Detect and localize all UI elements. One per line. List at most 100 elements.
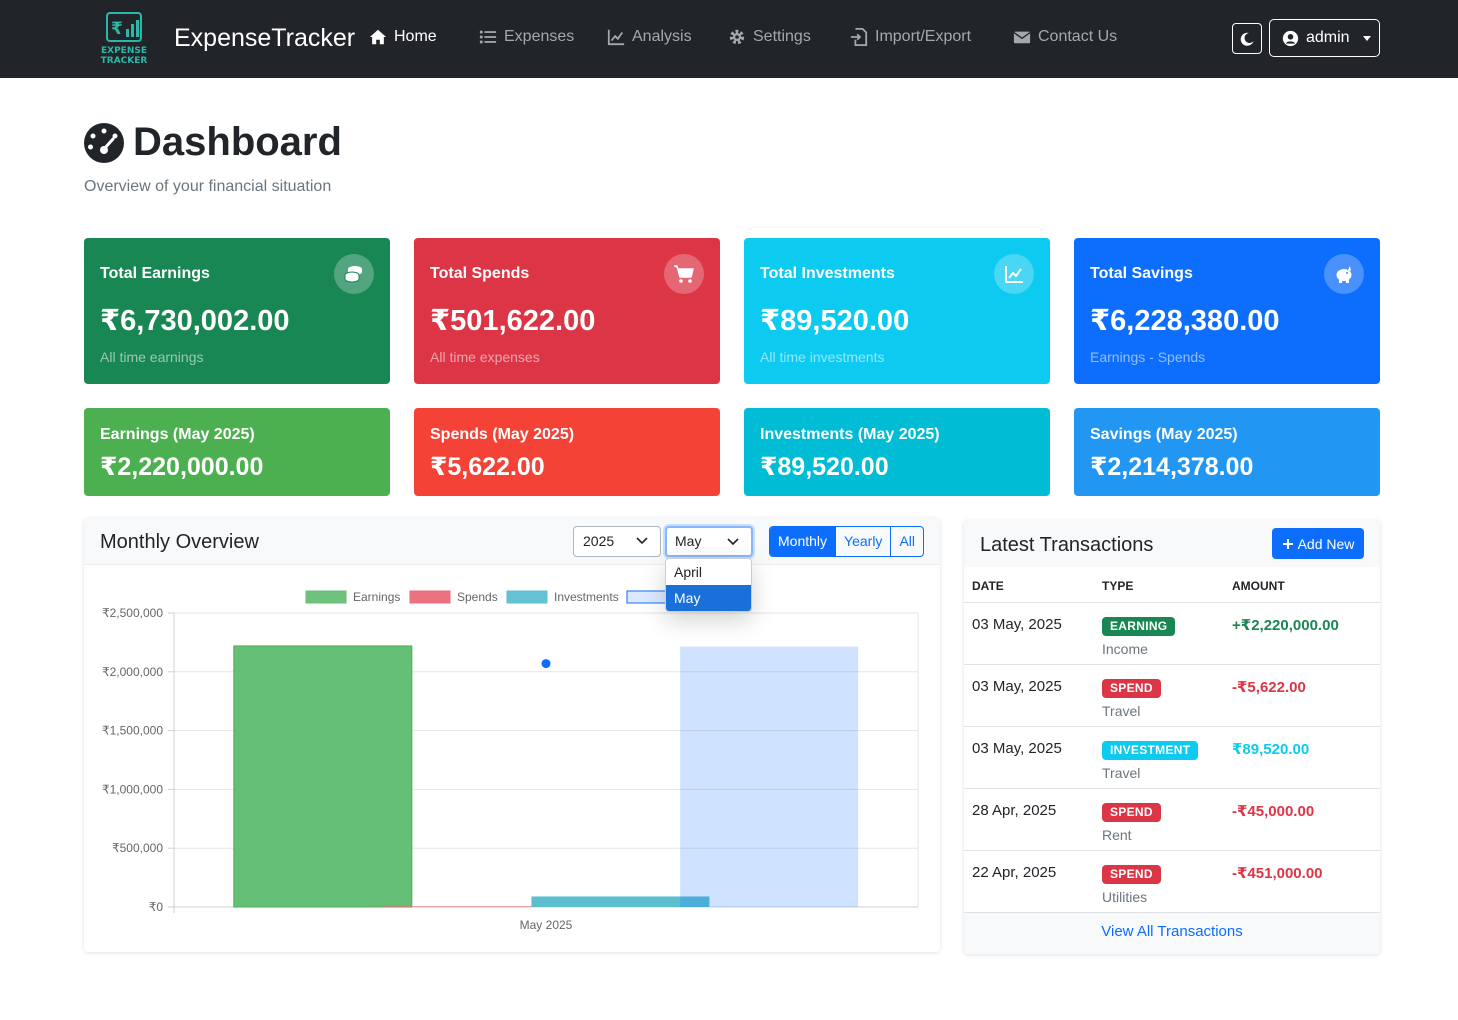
transaction-date: 03 May, 2025 [972,616,1062,633]
column-header: TYPE [1102,579,1134,593]
card-title: Total Spends [430,265,530,282]
table-row[interactable]: 03 May, 2025 SPEND Travel -₹5,622.00 [964,665,1380,727]
theme-toggle-button[interactable] [1232,23,1262,54]
nav-analysis-label: Analysis [632,28,692,45]
user-menu-button[interactable]: admin [1269,19,1380,57]
month-dropdown-list: April May [665,558,752,612]
transaction-amount: ₹89,520.00 [1232,741,1310,758]
nav-expenses[interactable]: Expenses [479,28,574,46]
chevron-down-icon [636,537,648,545]
transaction-date: 28 Apr, 2025 [972,802,1057,819]
total-earnings-card: Total Earnings ₹6,730,002.00 All time ea… [84,238,390,384]
piggy-bank-icon [1324,254,1364,294]
bar-investments [531,896,710,907]
user-circle-icon [1282,30,1299,46]
month-select-value: May [675,533,702,549]
coins-icon [334,254,374,294]
nav-settings-label: Settings [753,28,811,45]
total-savings-card: Total Savings ₹6,228,380.00 Earnings - S… [1074,238,1380,384]
transaction-type-badge: INVESTMENT [1102,741,1199,760]
card-value: ₹501,622.00 [430,305,596,337]
legend-swatch [305,590,347,604]
table-header: DATE TYPE AMOUNT [964,567,1380,603]
card-value: ₹89,520.00 [760,453,889,481]
transaction-category: Income [1102,641,1148,657]
y-tick-label: ₹1,000,000 [102,782,163,796]
latest-transactions-panel: Latest Transactions Add New DATE TYPE AM… [964,520,1380,954]
nav-home[interactable]: Home [369,28,437,46]
nav-import-export-label: Import/Export [875,28,972,45]
gauge-icon [84,123,124,163]
card-title: Savings (May 2025) [1090,426,1238,443]
monthly-savings-card: Savings (May 2025) ₹2,214,378.00 [1074,408,1380,496]
table-row[interactable]: 28 Apr, 2025 SPEND Rent -₹45,000.00 [964,789,1380,851]
nav-home-label: Home [394,28,437,45]
card-title: Total Savings [1090,265,1193,282]
transaction-amount: -₹451,000.00 [1232,865,1323,882]
monthly-earnings-card: Earnings (May 2025) ₹2,220,000.00 [84,408,390,496]
nav-analysis[interactable]: Analysis [607,28,692,46]
month-option-may[interactable]: May [666,585,751,611]
table-row[interactable]: 03 May, 2025 EARNING Income +₹2,220,000.00 [964,603,1380,665]
card-subtitle: Earnings - Spends [1090,349,1206,365]
card-subtitle: All time investments [760,349,885,365]
panel-title: Latest Transactions [980,534,1154,556]
svg-text:₹: ₹ [111,19,123,39]
home-icon [369,29,387,45]
monthly-spends-card: Spends (May 2025) ₹5,622.00 [414,408,720,496]
nav-contact[interactable]: Contact Us [1013,28,1117,46]
toggle-yearly[interactable]: Yearly [835,527,890,556]
month-option-april[interactable]: April [674,564,703,580]
card-value: ₹6,730,002.00 [100,305,290,337]
year-select-value: 2025 [583,533,615,549]
legend-swatch [626,590,668,604]
savings-point [541,659,551,669]
chevron-down-icon [727,538,739,546]
brand-name[interactable]: ExpenseTracker [174,24,356,52]
svg-text:EXPENSE: EXPENSE [101,46,147,56]
card-value: ₹5,622.00 [430,453,545,481]
file-import-icon [850,28,868,46]
transaction-date: 22 Apr, 2025 [972,864,1057,881]
nav-contact-label: Contact Us [1038,28,1118,45]
year-select[interactable]: 2025 [573,526,661,557]
toggle-monthly[interactable]: Monthly [770,527,836,556]
page-title: Dashboard [133,120,342,164]
svg-text:TRACKER: TRACKER [101,56,148,66]
transaction-date: 03 May, 2025 [972,678,1062,695]
nav-settings[interactable]: Settings [728,28,811,46]
card-subtitle: All time earnings [100,349,204,365]
y-tick-label: ₹1,500,000 [102,724,163,738]
cart-icon [664,254,704,294]
table-row[interactable]: 03 May, 2025 INVESTMENT Travel ₹89,520.00 [964,727,1380,789]
logo-icon[interactable]: ₹ EXPENSE TRACKER [100,11,148,67]
transaction-type-badge: SPEND [1102,865,1161,884]
toggle-all[interactable]: All [890,527,923,556]
card-title: Earnings (May 2025) [100,426,255,443]
y-tick-label: ₹2,500,000 [102,606,163,620]
card-title: Spends (May 2025) [430,426,575,443]
legend-swatch [506,590,548,604]
monthly-investments-card: Investments (May 2025) ₹89,520.00 [744,408,1050,496]
month-select[interactable]: May [665,526,753,557]
transaction-type-badge: EARNING [1102,617,1176,636]
period-toggle: Monthly Yearly All [769,526,924,557]
nav-import-export[interactable]: Import/Export [850,28,971,46]
transaction-category: Travel [1102,765,1141,781]
bar-earnings [233,645,413,908]
nav-expenses-label: Expenses [504,28,575,45]
card-value: ₹6,228,380.00 [1090,305,1280,337]
bar-savings [680,646,859,907]
add-new-button[interactable]: Add New [1272,528,1364,559]
list-icon [479,30,497,44]
transaction-category: Rent [1102,827,1132,843]
view-all-transactions-link[interactable]: View All Transactions [1101,923,1243,940]
table-row[interactable]: 22 Apr, 2025 SPEND Utilities -₹451,000.00 [964,851,1380,913]
transactions-table: DATE TYPE AMOUNT 03 May, 2025 EARNING Inco… [964,567,1380,913]
table-body: 03 May, 2025 EARNING Income +₹2,220,000.00 0… [964,603,1380,913]
y-tick-label: ₹500,000 [112,841,163,855]
monthly-overview-panel: Monthly Overview 2025 May Monthly Yearly… [84,518,940,952]
monthly-overview-chart: ₹0 ₹500,000 ₹1,000,000 ₹1,500,000 ₹2,000,000… [102,590,919,932]
total-investments-card: Total Investments ₹89,520.00 All time in… [744,238,1050,384]
legend-label: Investments [554,590,619,604]
